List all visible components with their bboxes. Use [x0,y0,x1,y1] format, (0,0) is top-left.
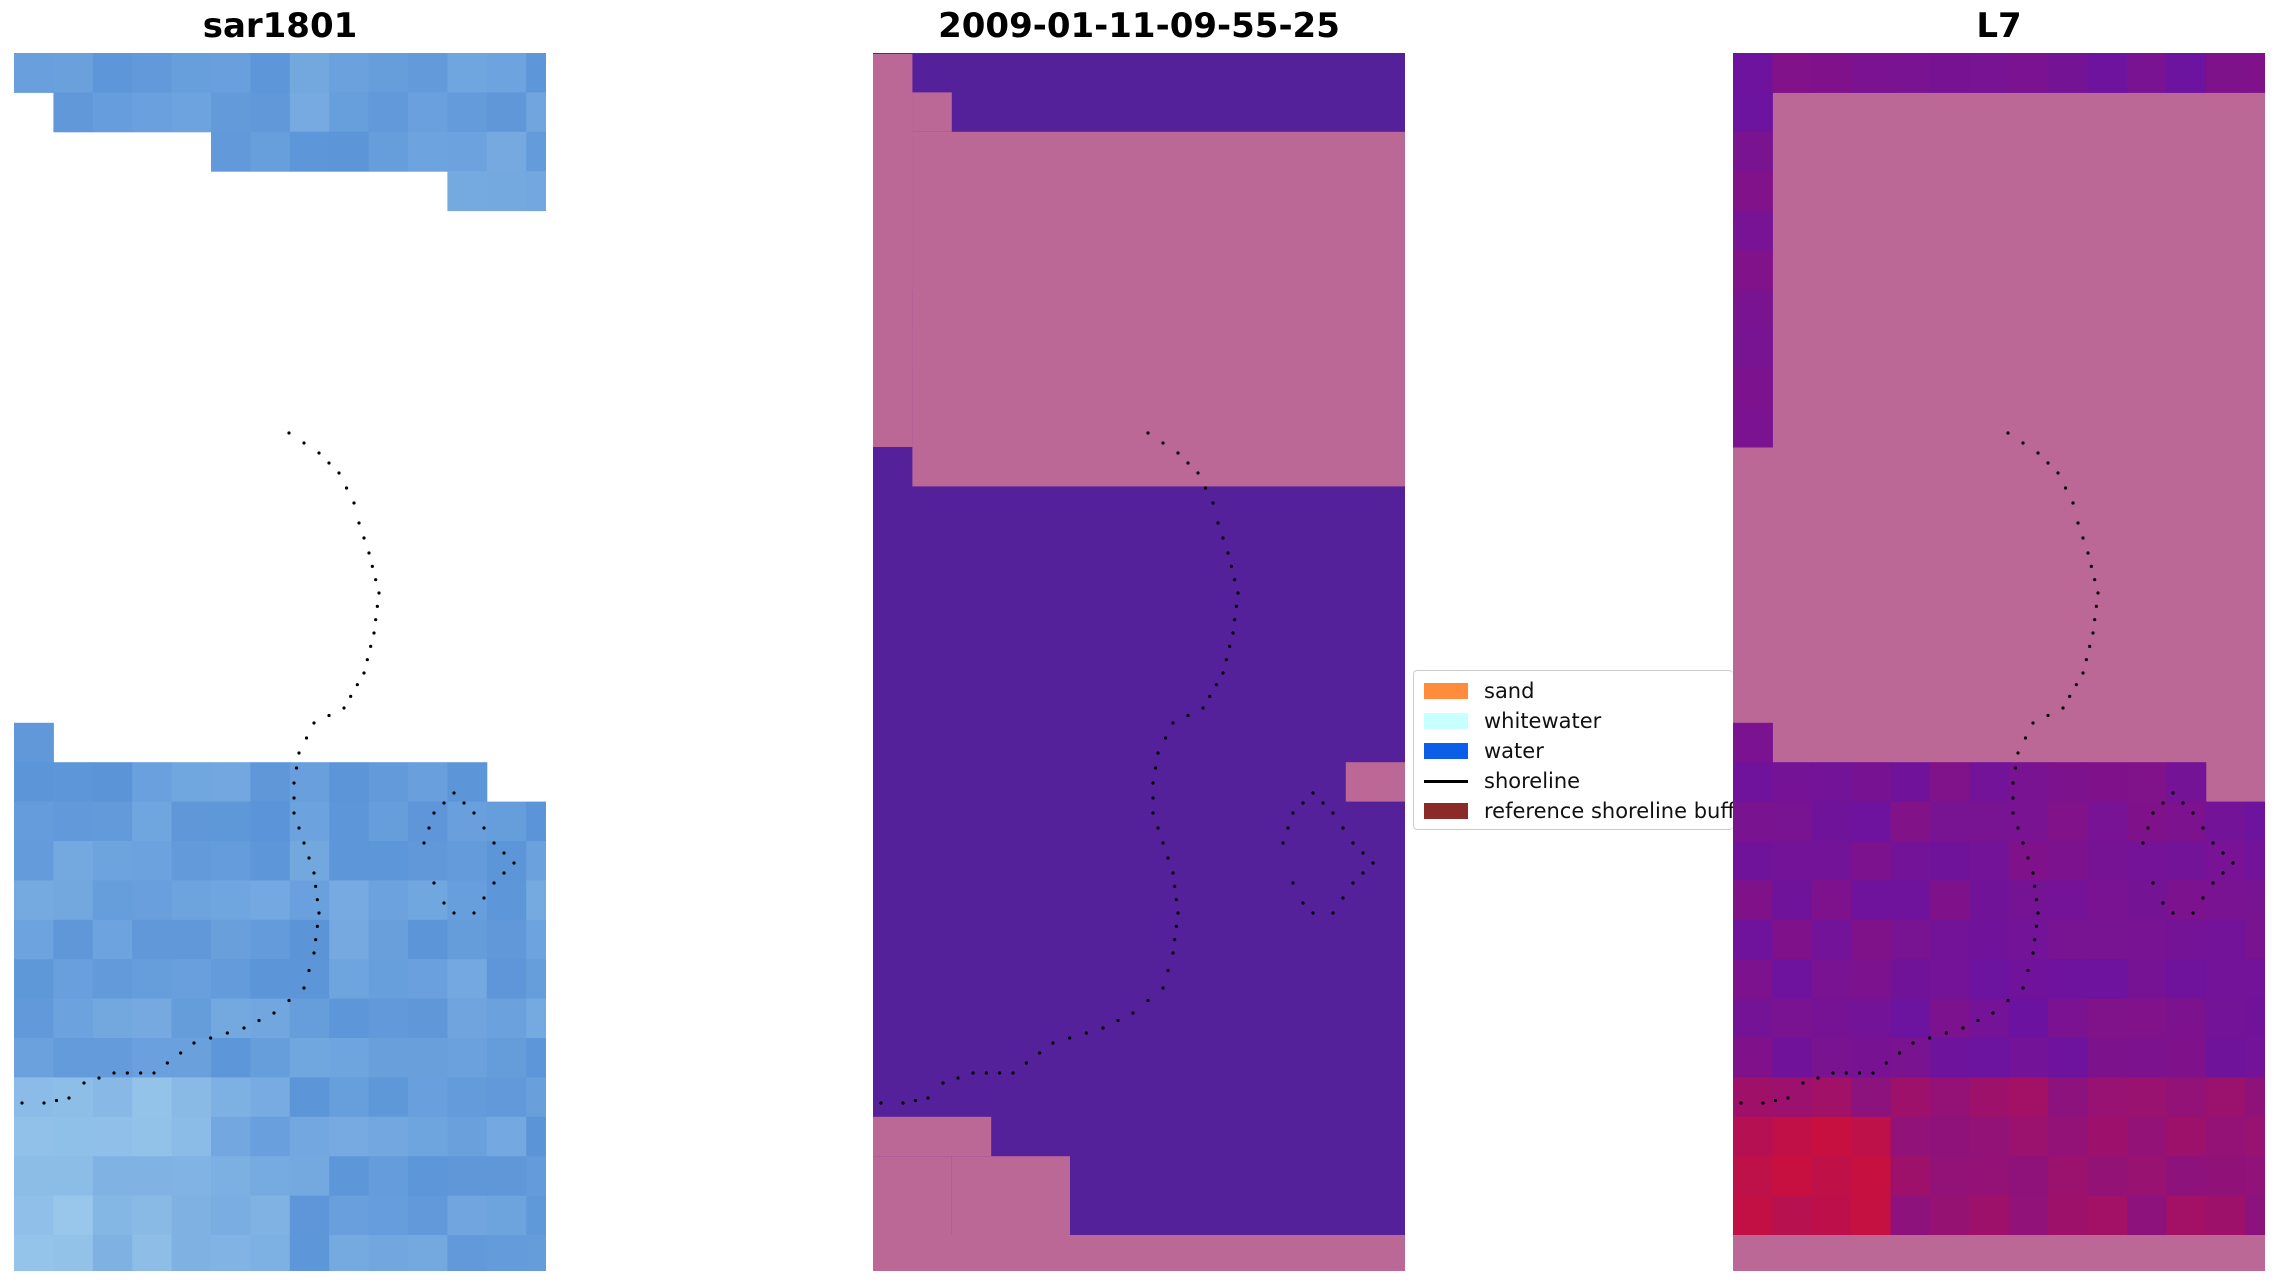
legend-label-water: water [1484,739,1544,763]
shoreline-index [1739,431,2100,1105]
panel-title-rgb: sar1801 [202,6,358,46]
rgb-image [14,53,546,1271]
legend-label-whitewater: whitewater [1484,709,1602,733]
mndwi-image [1733,53,2265,1271]
bottom-buffer-index [1733,1235,2265,1271]
sand-swatch [1424,683,1468,699]
rgb-image-panel [14,53,546,1271]
classified-image-panel [873,53,1405,1271]
shoreline-line-swatch [1424,779,1468,783]
shoreline-rgb-loop [422,791,516,915]
water-swatch [1424,743,1468,759]
shoreline-classified-loop [1281,791,1375,915]
shoreline-index-loop [2141,791,2235,915]
panel-title-classified: 2009-01-11-09-55-25 [938,6,1340,46]
reference-buffer-swatch [1424,803,1468,819]
shoreline-classified [879,431,1240,1105]
panel-title-mndwi: L7 [1976,6,2022,46]
bottom-buffer [873,1235,1405,1271]
shoreline-rgb [20,431,381,1105]
legend-label-shoreline: shoreline [1484,769,1581,793]
legend: sand whitewater water shoreline referenc… [1413,670,1733,830]
legend-item-reference-buffer: reference shoreline buffer [1424,797,1733,825]
legend-item-water: water [1424,737,1544,765]
whitewater-swatch [1424,713,1468,729]
legend-item-shoreline: shoreline [1424,767,1580,795]
legend-item-whitewater: whitewater [1424,707,1601,735]
legend-item-sand: sand [1424,677,1534,705]
legend-label-reference-buffer: reference shoreline buffer [1484,799,1733,823]
legend-label-sand: sand [1484,679,1535,703]
mndwi-image-panel [1733,53,2265,1271]
classified-image [873,53,1405,1271]
